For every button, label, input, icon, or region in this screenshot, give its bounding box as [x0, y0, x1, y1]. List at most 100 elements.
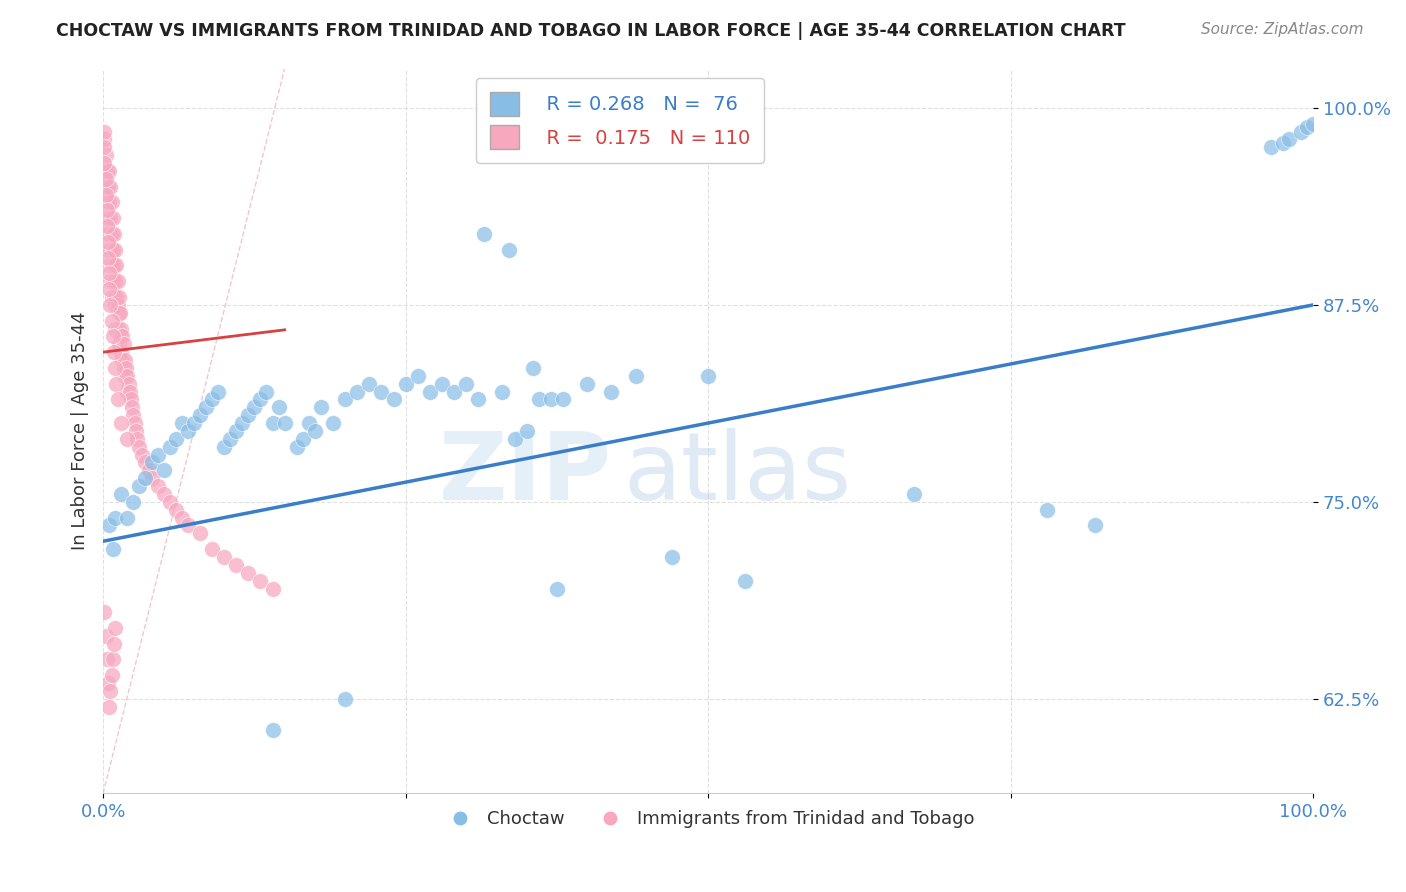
Immigrants from Trinidad and Tobago	[159, 495, 181, 509]
Choctaw	[576, 376, 599, 391]
Choctaw	[267, 401, 290, 415]
Immigrants from Trinidad and Tobago	[93, 140, 115, 154]
Choctaw	[104, 510, 127, 524]
Immigrants from Trinidad and Tobago	[100, 227, 122, 241]
Immigrants from Trinidad and Tobago	[117, 384, 139, 399]
Immigrants from Trinidad and Tobago	[134, 455, 156, 469]
Immigrants from Trinidad and Tobago	[93, 156, 115, 170]
Immigrants from Trinidad and Tobago	[101, 274, 124, 288]
Immigrants from Trinidad and Tobago	[97, 251, 120, 265]
Immigrants from Trinidad and Tobago	[93, 605, 115, 619]
Immigrants from Trinidad and Tobago	[238, 566, 260, 580]
Choctaw	[624, 368, 647, 383]
Immigrants from Trinidad and Tobago	[98, 266, 121, 280]
Choctaw	[734, 574, 756, 588]
Choctaw	[1272, 136, 1295, 150]
Text: ZIP: ZIP	[439, 428, 612, 520]
Immigrants from Trinidad and Tobago	[108, 306, 131, 320]
Immigrants from Trinidad and Tobago	[105, 376, 128, 391]
Immigrants from Trinidad and Tobago	[98, 259, 121, 273]
Legend: Choctaw, Immigrants from Trinidad and Tobago: Choctaw, Immigrants from Trinidad and To…	[434, 803, 981, 835]
Choctaw	[467, 392, 489, 407]
Choctaw	[430, 376, 453, 391]
Choctaw	[503, 432, 526, 446]
Choctaw	[183, 416, 205, 430]
Immigrants from Trinidad and Tobago	[97, 211, 120, 226]
Immigrants from Trinidad and Tobago	[97, 179, 120, 194]
Immigrants from Trinidad and Tobago	[103, 259, 125, 273]
Immigrants from Trinidad and Tobago	[96, 195, 118, 210]
Choctaw	[256, 384, 278, 399]
Choctaw	[600, 384, 623, 399]
Immigrants from Trinidad and Tobago	[94, 171, 117, 186]
Choctaw	[1036, 502, 1059, 516]
Choctaw	[472, 227, 495, 241]
Immigrants from Trinidad and Tobago	[94, 211, 117, 226]
Immigrants from Trinidad and Tobago	[100, 243, 122, 257]
Immigrants from Trinidad and Tobago	[100, 290, 122, 304]
Choctaw	[170, 416, 193, 430]
Immigrants from Trinidad and Tobago	[101, 329, 124, 343]
Immigrants from Trinidad and Tobago	[112, 360, 135, 375]
Immigrants from Trinidad and Tobago	[111, 329, 134, 343]
Choctaw	[522, 360, 544, 375]
Immigrants from Trinidad and Tobago	[112, 337, 135, 351]
Immigrants from Trinidad and Tobago	[110, 321, 132, 335]
Choctaw	[1296, 120, 1319, 134]
Choctaw	[195, 401, 218, 415]
Choctaw	[128, 479, 150, 493]
Choctaw	[346, 384, 368, 399]
Immigrants from Trinidad and Tobago	[120, 392, 142, 407]
Immigrants from Trinidad and Tobago	[96, 203, 118, 218]
Choctaw	[333, 392, 356, 407]
Immigrants from Trinidad and Tobago	[98, 699, 121, 714]
Immigrants from Trinidad and Tobago	[107, 321, 129, 335]
Immigrants from Trinidad and Tobago	[108, 290, 131, 304]
Immigrants from Trinidad and Tobago	[96, 164, 118, 178]
Choctaw	[516, 424, 538, 438]
Choctaw	[1260, 140, 1282, 154]
Y-axis label: In Labor Force | Age 35-44: In Labor Force | Age 35-44	[72, 311, 89, 550]
Immigrants from Trinidad and Tobago	[97, 243, 120, 257]
Choctaw	[903, 487, 925, 501]
Immigrants from Trinidad and Tobago	[101, 243, 124, 257]
Immigrants from Trinidad and Tobago	[141, 471, 163, 485]
Choctaw	[443, 384, 465, 399]
Immigrants from Trinidad and Tobago	[118, 384, 141, 399]
Immigrants from Trinidad and Tobago	[101, 652, 124, 666]
Immigrants from Trinidad and Tobago	[108, 306, 131, 320]
Choctaw	[165, 432, 187, 446]
Immigrants from Trinidad and Tobago	[97, 676, 120, 690]
Immigrants from Trinidad and Tobago	[108, 337, 131, 351]
Immigrants from Trinidad and Tobago	[122, 408, 145, 422]
Immigrants from Trinidad and Tobago	[96, 219, 118, 233]
Immigrants from Trinidad and Tobago	[107, 298, 129, 312]
Choctaw	[406, 368, 429, 383]
Choctaw	[201, 392, 224, 407]
Choctaw	[159, 440, 181, 454]
Choctaw	[291, 432, 314, 446]
Choctaw	[540, 392, 562, 407]
Choctaw	[309, 401, 332, 415]
Immigrants from Trinidad and Tobago	[100, 684, 122, 698]
Choctaw	[177, 424, 200, 438]
Choctaw	[188, 408, 211, 422]
Immigrants from Trinidad and Tobago	[94, 179, 117, 194]
Immigrants from Trinidad and Tobago	[100, 195, 122, 210]
Immigrants from Trinidad and Tobago	[165, 502, 187, 516]
Immigrants from Trinidad and Tobago	[98, 282, 121, 296]
Immigrants from Trinidad and Tobago	[93, 124, 115, 138]
Immigrants from Trinidad and Tobago	[96, 227, 118, 241]
Choctaw	[152, 463, 174, 477]
Choctaw	[1289, 124, 1312, 138]
Immigrants from Trinidad and Tobago	[98, 195, 121, 210]
Immigrants from Trinidad and Tobago	[100, 668, 122, 682]
Choctaw	[122, 495, 145, 509]
Immigrants from Trinidad and Tobago	[104, 621, 127, 635]
Choctaw	[110, 487, 132, 501]
Choctaw	[146, 448, 169, 462]
Immigrants from Trinidad and Tobago	[177, 518, 200, 533]
Choctaw	[1084, 518, 1107, 533]
Immigrants from Trinidad and Tobago	[107, 274, 129, 288]
Choctaw	[141, 455, 163, 469]
